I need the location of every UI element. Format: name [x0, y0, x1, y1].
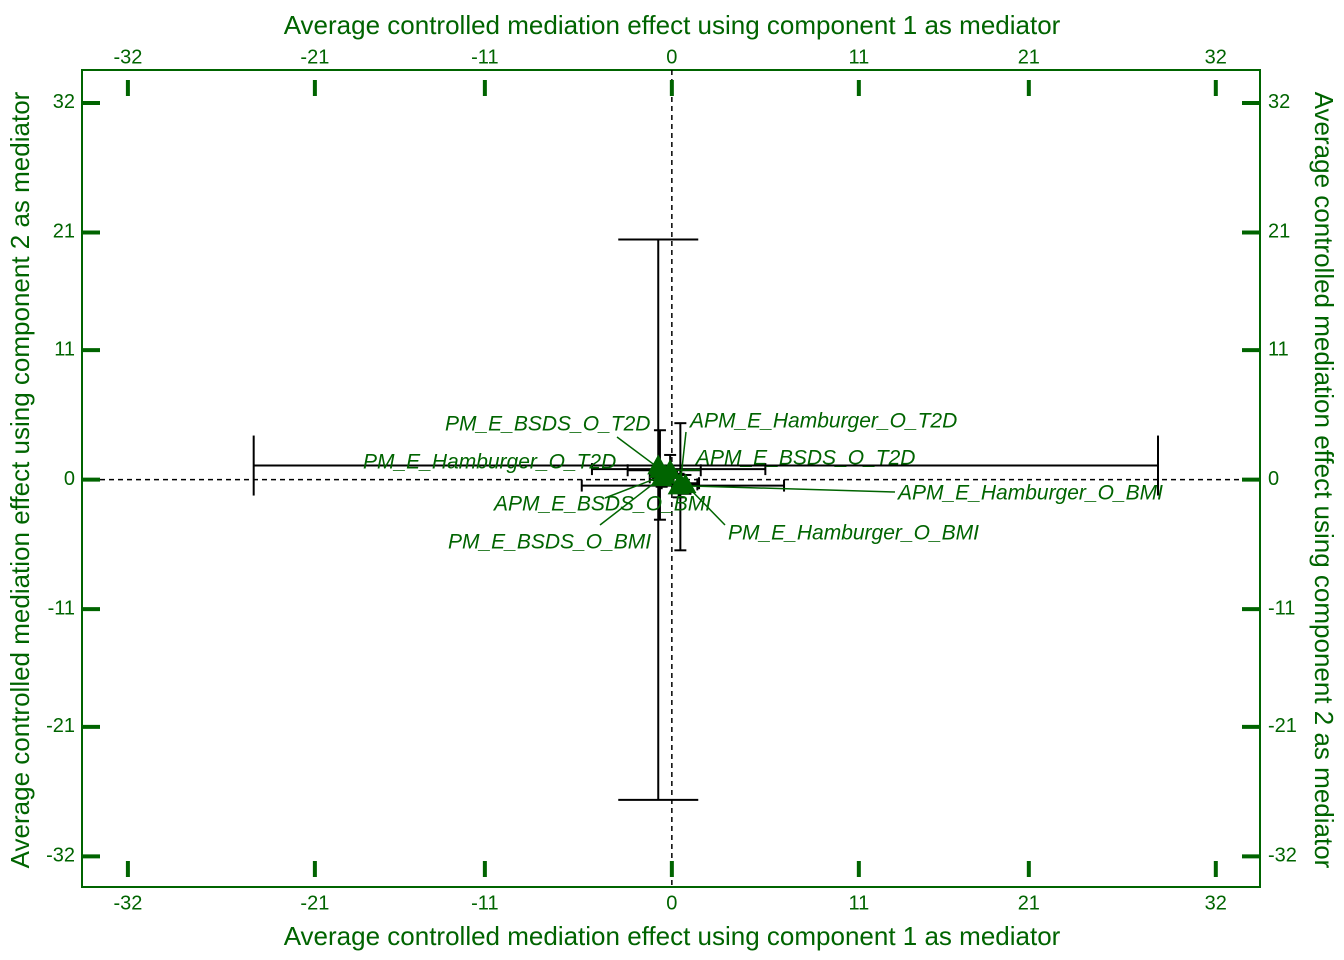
y-tick-label: 32	[53, 91, 75, 113]
point-label: PM_E_BSDS_O_T2D	[445, 413, 650, 436]
y-tick-label: 32	[1268, 91, 1290, 113]
label-leader	[684, 483, 726, 526]
x-tick-label: 0	[666, 892, 677, 914]
x-tick-label: -32	[113, 46, 142, 68]
y-tick-label: 11	[54, 338, 75, 360]
y-tick-label: -32	[1268, 845, 1297, 867]
point-marker	[674, 473, 697, 494]
y-tick-label: -32	[46, 845, 75, 867]
x-tick-label: -21	[300, 46, 329, 68]
label-leader	[616, 436, 661, 470]
point-label: APM_E_Hamburger_O_BMI	[896, 482, 1163, 505]
x-tick-label: -32	[113, 892, 142, 914]
x-tick-label: 11	[848, 46, 869, 68]
x-tick-label: 0	[666, 46, 677, 68]
label-leader	[679, 431, 687, 484]
x-tick-label: -21	[300, 892, 329, 914]
x-axis-title-top: Average controlled mediation effect usin…	[284, 10, 1061, 40]
point-label: PM_E_Hamburger_O_BMI	[728, 522, 979, 545]
y-tick-label: -11	[48, 597, 75, 619]
y-tick-label: 11	[1268, 338, 1289, 360]
point-label: APM_E_Hamburger_O_T2D	[688, 410, 957, 433]
y-tick-label: -21	[46, 715, 75, 737]
y-tick-label: 21	[1268, 221, 1290, 243]
x-tick-label: -11	[471, 46, 498, 68]
y-tick-label: -21	[1268, 715, 1297, 737]
x-tick-label: 32	[1205, 892, 1227, 914]
x-tick-label: 21	[1018, 46, 1040, 68]
x-tick-label: 11	[848, 892, 869, 914]
point-label: PM_E_BSDS_O_BMI	[448, 531, 651, 554]
y-axis-title-right: Average controlled mediation effect usin…	[1309, 92, 1339, 869]
point-label: APM_E_BSDS_O_T2D	[694, 447, 915, 470]
label-leader	[599, 476, 663, 526]
y-axis-title-left: Average controlled mediation effect usin…	[5, 91, 35, 868]
y-tick-label: 0	[1268, 468, 1279, 490]
x-tick-label: 21	[1018, 892, 1040, 914]
x-axis-title-bottom: Average controlled mediation effect usin…	[284, 921, 1061, 951]
y-tick-label: 0	[64, 468, 75, 490]
label-leader	[678, 484, 896, 493]
point-label: APM_E_BSDS_O_BMI	[492, 493, 711, 516]
x-tick-label: 32	[1205, 46, 1227, 68]
point-label: PM_E_Hamburger_O_T2D	[363, 451, 616, 474]
y-tick-label: 21	[53, 221, 75, 243]
y-tick-label: -11	[1268, 597, 1295, 619]
x-tick-label: -11	[471, 892, 498, 914]
